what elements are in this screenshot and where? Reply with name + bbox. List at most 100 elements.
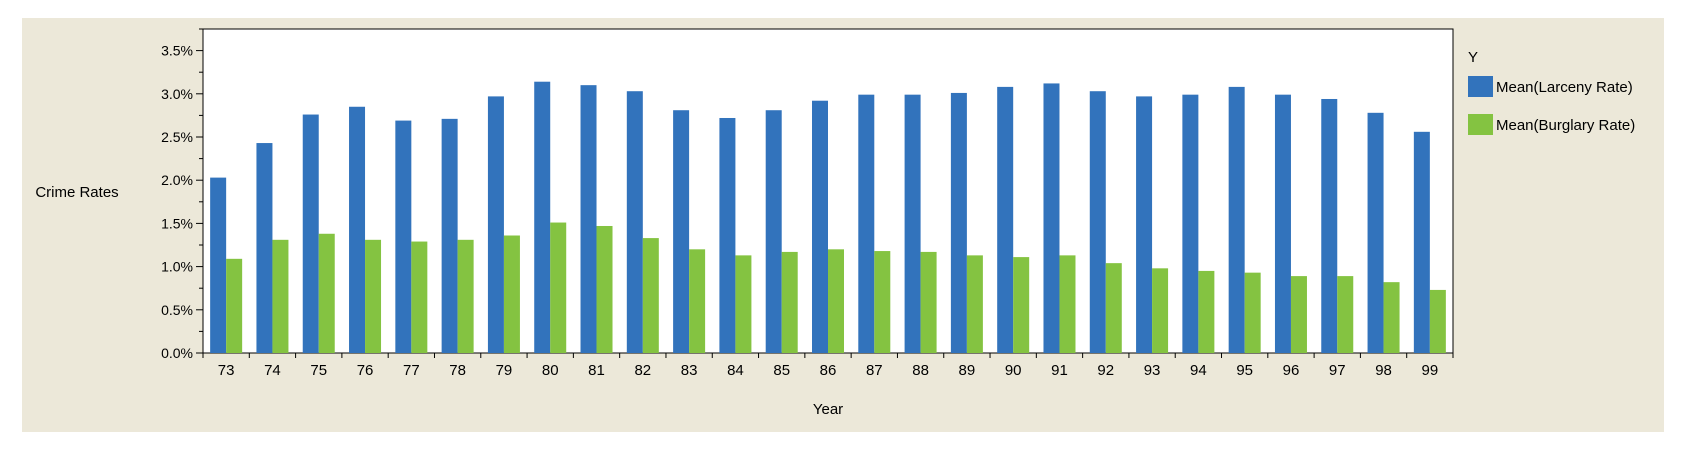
bar-burglary-87 <box>874 251 891 353</box>
bar-burglary-75 <box>318 233 335 353</box>
bar-burglary-84 <box>735 255 752 353</box>
bar-burglary-82 <box>642 238 659 353</box>
bar-larceny-78 <box>441 118 458 353</box>
x-tick-label: 87 <box>866 362 883 379</box>
bar-burglary-90 <box>1013 257 1030 353</box>
legend-swatch-burglary <box>1468 114 1493 135</box>
x-axis: 73 74 75 76 77 78 79 80 81 82 83 84 85 86 87 88 89 90 91 92… <box>202 353 1454 379</box>
bar-burglary-79 <box>503 235 520 353</box>
legend-label-larceny: Mean(Larceny Rate) <box>1496 79 1633 96</box>
y-tick-label: 3.5% <box>161 43 193 59</box>
x-tick-label: 78 <box>449 362 466 379</box>
bar-larceny-96 <box>1274 94 1291 353</box>
bar-larceny-88 <box>904 94 921 353</box>
bar-larceny-89 <box>950 92 967 353</box>
bar-burglary-86 <box>828 249 844 353</box>
x-tick-label: 98 <box>1375 362 1392 379</box>
bar-larceny-85 <box>765 110 782 353</box>
x-tick-label: 93 <box>1144 362 1161 379</box>
bar-larceny-94 <box>1182 94 1199 353</box>
x-tick-label: 95 <box>1236 362 1253 379</box>
x-tick-label: 94 <box>1190 362 1207 379</box>
bar-burglary-98 <box>1383 282 1400 353</box>
bar-larceny-87 <box>858 94 875 353</box>
bar-larceny-74 <box>256 143 273 353</box>
x-tick-label: 91 <box>1051 362 1068 379</box>
bar-larceny-98 <box>1367 112 1384 353</box>
bar-larceny-77 <box>395 120 412 353</box>
bar-larceny-92 <box>1089 91 1106 353</box>
x-tick-label: 97 <box>1329 362 1346 379</box>
bar-burglary-81 <box>596 225 613 353</box>
y-tick-label: 3.0% <box>161 86 193 102</box>
x-tick-label: 88 <box>912 362 929 379</box>
x-tick-label: 84 <box>727 362 744 379</box>
legend-label-burglary: Mean(Burglary Rate) <box>1496 117 1635 134</box>
x-tick-label: 83 <box>681 362 698 379</box>
bar-larceny-82 <box>626 91 643 353</box>
bar-burglary-88 <box>920 251 937 353</box>
y-tick-label: 1.0% <box>161 259 193 275</box>
bar-larceny-93 <box>1136 96 1153 353</box>
x-tick-label: 77 <box>403 362 420 379</box>
bar-larceny-75 <box>302 114 319 353</box>
bar-burglary-94 <box>1198 270 1215 353</box>
bar-larceny-90 <box>997 86 1014 353</box>
bar-burglary-96 <box>1290 276 1307 353</box>
bars-group <box>210 81 1446 353</box>
bar-larceny-80 <box>534 81 551 353</box>
bar-burglary-73 <box>226 258 243 353</box>
y-tick-label: 1.5% <box>161 215 193 231</box>
bar-larceny-79 <box>487 96 504 353</box>
x-tick-label: 92 <box>1097 362 1114 379</box>
y-tick-label: 0.5% <box>161 302 193 318</box>
bar-larceny-76 <box>349 106 366 353</box>
x-tick-label: 90 <box>1005 362 1022 379</box>
bar-burglary-95 <box>1244 272 1261 353</box>
bar-larceny-86 <box>812 100 828 353</box>
bar-burglary-77 <box>411 241 428 353</box>
x-tick-label: 96 <box>1283 362 1300 379</box>
bar-larceny-84 <box>719 117 736 353</box>
x-tick-label: 89 <box>959 362 976 379</box>
x-tick-label: 76 <box>357 362 374 379</box>
bar-burglary-91 <box>1059 255 1076 353</box>
bar-burglary-97 <box>1337 276 1354 353</box>
x-tick-label: 86 <box>820 362 837 379</box>
y-tick-label: 2.5% <box>161 129 193 145</box>
bar-burglary-83 <box>689 249 706 353</box>
bar-larceny-81 <box>580 85 597 353</box>
bar-burglary-78 <box>457 239 474 353</box>
x-tick-label: 75 <box>310 362 327 379</box>
bar-larceny-83 <box>673 110 690 353</box>
bar-larceny-95 <box>1228 86 1245 353</box>
x-tick-label: 81 <box>588 362 605 379</box>
bar-burglary-76 <box>365 239 382 353</box>
legend-title: Y <box>1468 49 1478 66</box>
x-tick-label: 99 <box>1422 362 1439 379</box>
x-tick-label: 80 <box>542 362 559 379</box>
x-tick-label: 73 <box>218 362 235 379</box>
bar-larceny-91 <box>1043 83 1060 353</box>
x-tick-label: 82 <box>634 362 651 379</box>
bar-burglary-89 <box>966 255 983 353</box>
x-tick-label: 74 <box>264 362 281 379</box>
bar-larceny-73 <box>210 177 227 353</box>
x-axis-title: Year <box>813 401 843 418</box>
y-axis-title: Crime Rates <box>35 184 118 201</box>
y-axis: 0.0% 0.5% 1.0% 1.5% 2.0% 2.5% 3.0% 3.5% <box>161 28 203 361</box>
x-tick-label: 85 <box>773 362 790 379</box>
bar-burglary-92 <box>1105 263 1122 353</box>
y-tick-label: 0.0% <box>161 345 193 361</box>
bar-larceny-97 <box>1321 98 1338 353</box>
bar-larceny-99 <box>1413 131 1430 353</box>
legend: Y Mean(Larceny Rate) Mean(Burglary Rate) <box>1468 49 1635 135</box>
bar-burglary-80 <box>550 222 567 353</box>
bar-burglary-93 <box>1152 268 1169 353</box>
bar-burglary-85 <box>781 251 798 353</box>
bar-burglary-99 <box>1429 289 1446 353</box>
bar-burglary-74 <box>272 239 289 353</box>
y-tick-label: 2.0% <box>161 172 193 188</box>
x-tick-label: 79 <box>496 362 513 379</box>
